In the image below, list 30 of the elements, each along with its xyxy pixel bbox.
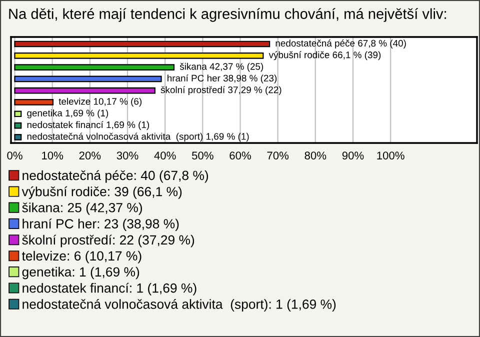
x-tick-label: 30% — [116, 152, 138, 160]
data-label: genetika 1,69 % (1) — [27, 109, 108, 118]
x-tick-label: 80% — [304, 152, 326, 160]
legend-label: nedostatek financí: 1 (1,69 %) — [22, 282, 196, 296]
legend-label: televize: 6 (10,17 %) — [22, 250, 142, 264]
x-tick-label: 10% — [42, 152, 64, 160]
data-label: školní prostředí 37,29 % (22) — [160, 86, 282, 96]
data-label: nedostatek financí 1,69 % (1) — [27, 121, 150, 130]
x-tick-label: 70% — [267, 152, 289, 160]
data-label: televize 10,17 % (6) — [58, 98, 142, 107]
chart-title: Na děti, které mají tendenci k agresivnímu chování, má největší vliv: — [9, 8, 446, 22]
legend-label: nedostatečná péče: 40 (67,8 %) — [22, 170, 208, 183]
legend-label: nedostatečná volnočasová aktivita (sport): 1 (1,69 %) — [22, 299, 336, 312]
data-label: nedostatečná volnočasová aktivita (sport) 1,69 % (1) — [27, 132, 249, 142]
x-tick-label: 40% — [154, 152, 176, 160]
data-label: výbušní rodiče 66,1 % (39) — [268, 51, 381, 60]
data-label: šikana 42,37 % (25) — [180, 62, 264, 72]
legend-label: školní prostředí: 22 (37,29 %) — [22, 234, 194, 248]
legend-label: šikana: 25 (42,37 %) — [22, 202, 142, 215]
x-tick-label: 20% — [79, 152, 101, 160]
legend-label: genetika: 1 (1,69 %) — [22, 266, 140, 280]
x-tick-label: 60% — [230, 152, 251, 160]
data-label: hraní PC her 38,98 % (23) — [168, 74, 277, 84]
x-tick-label: 0% — [7, 152, 22, 160]
x-tick-label: 90% — [342, 152, 364, 160]
data-label: nedostatečná péče 67,8 % (40) — [276, 40, 406, 48]
legend-label: výbušní rodiče: 39 (66,1 %) — [22, 186, 182, 199]
x-tick-label: 100% — [377, 152, 404, 160]
legend-label: hraní PC her: 23 (38,98 %) — [22, 218, 179, 232]
x-tick-label: 50% — [192, 152, 214, 160]
